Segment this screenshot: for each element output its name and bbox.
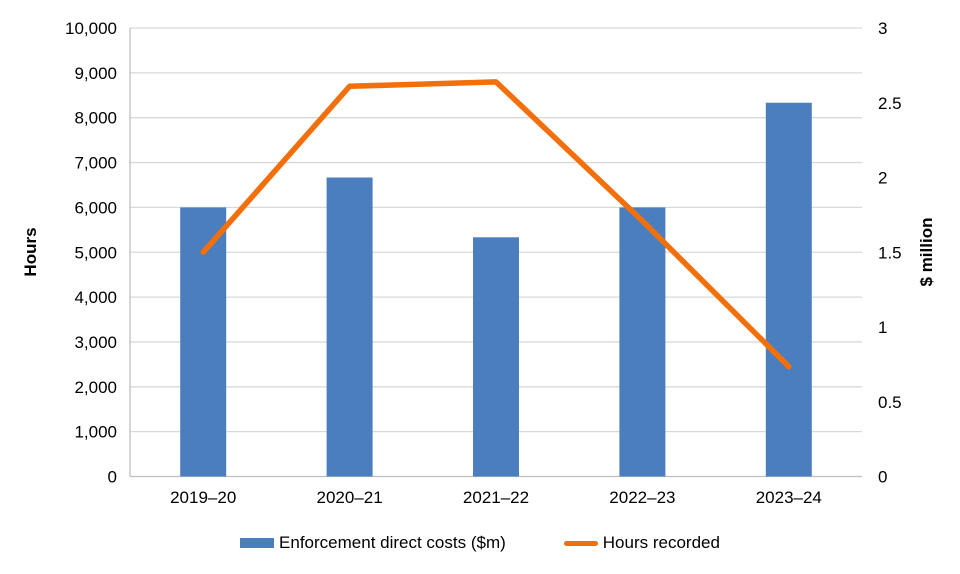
right-axis-tick-label: 1.5 xyxy=(878,243,902,262)
right-axis-title: $ million xyxy=(917,217,936,287)
bar-2022–23 xyxy=(619,207,666,477)
left-axis-tick-label: 1,000 xyxy=(74,423,117,442)
bar-2023–24 xyxy=(765,102,812,477)
right-axis-tick-label: 1 xyxy=(878,318,887,337)
left-axis-tick-label: 4,000 xyxy=(74,288,117,307)
left-axis-tick-label: 2,000 xyxy=(74,378,117,397)
bar-2020–21 xyxy=(326,177,373,477)
legend: Enforcement direct costs ($m) Hours reco… xyxy=(0,533,960,553)
bar-2021–22 xyxy=(473,237,519,477)
left-axis-tick-label: 3,000 xyxy=(74,333,117,352)
left-axis-tick-label: 6,000 xyxy=(74,198,117,217)
line-series-swatch-icon xyxy=(563,540,598,546)
left-axis-title: Hours xyxy=(21,227,40,277)
x-axis-category-label: 2022–23 xyxy=(609,488,675,507)
right-axis-tick-label: 3 xyxy=(878,19,887,38)
hours-recorded-line xyxy=(200,79,792,370)
right-axis-tick-label: 2.5 xyxy=(878,94,902,113)
bar-series-swatch-icon xyxy=(240,538,275,548)
right-axis-tick-label: 0 xyxy=(878,468,887,487)
left-axis-tick-label: 8,000 xyxy=(74,109,117,128)
left-axis-tick-label: 5,000 xyxy=(74,243,117,262)
x-axis-category-label: 2021–22 xyxy=(463,488,529,507)
x-axis-category-label: 2023–24 xyxy=(756,488,822,507)
legend-item-costs: Enforcement direct costs ($m) xyxy=(240,533,506,553)
legend-label-costs: Enforcement direct costs ($m) xyxy=(279,533,506,552)
left-axis-tick-label: 9,000 xyxy=(74,64,117,83)
right-axis-tick-label: 0.5 xyxy=(878,393,902,412)
legend-label-hours: Hours recorded xyxy=(602,533,720,552)
right-axis-tick-label: 2 xyxy=(878,169,887,188)
left-axis-tick-label: 7,000 xyxy=(74,154,117,173)
x-axis-category-label: 2019–20 xyxy=(170,488,236,507)
left-axis-tick-label: 10,000 xyxy=(65,19,117,38)
bar-2019–20 xyxy=(180,207,227,477)
x-axis-category-label: 2020–21 xyxy=(317,488,383,507)
legend-item-hours: Hours recorded xyxy=(563,533,720,553)
left-axis-tick-label: 0 xyxy=(108,468,117,487)
